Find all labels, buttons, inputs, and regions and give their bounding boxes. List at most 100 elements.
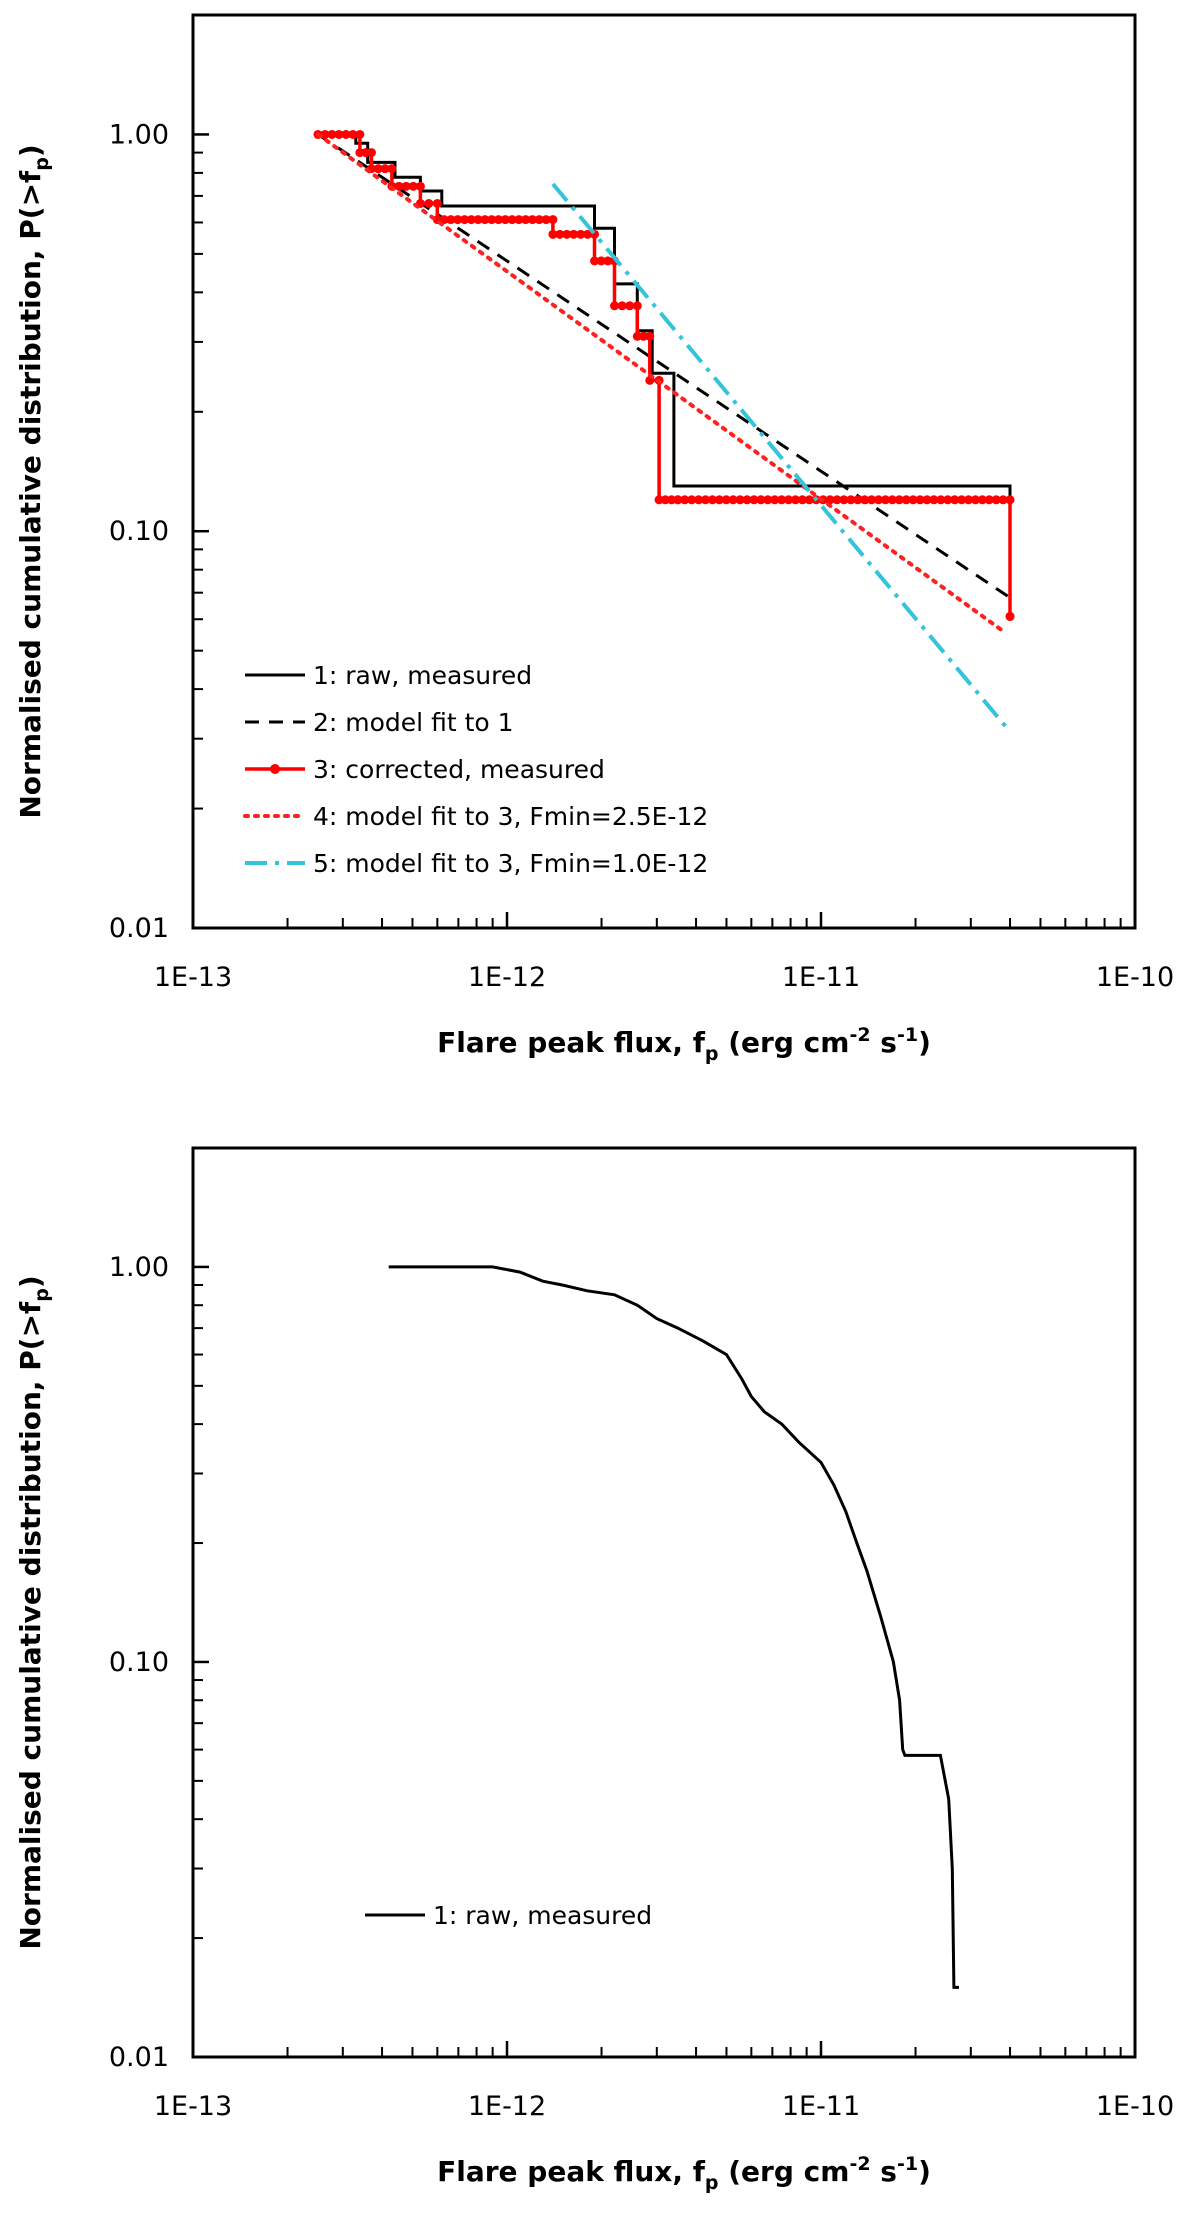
series-marker	[804, 495, 814, 505]
series-marker	[654, 495, 664, 505]
series-marker	[555, 229, 565, 239]
series-marker	[514, 215, 524, 225]
y-axis-title: Normalised cumulative distribution, P(>f…	[14, 1275, 53, 1949]
series-marker	[596, 256, 606, 266]
series-line-4	[316, 132, 1006, 634]
series-marker	[936, 495, 946, 505]
series-marker	[548, 229, 558, 239]
series-marker	[645, 331, 655, 341]
x-title-sup: -2	[849, 2153, 870, 2175]
series-marker	[687, 495, 697, 505]
y-title-main: Normalised cumulative distribution, P(>f	[14, 1301, 47, 1950]
series-marker	[401, 181, 411, 191]
series-marker	[832, 495, 842, 505]
series-marker	[964, 495, 974, 505]
series-marker	[424, 198, 434, 208]
series-marker	[756, 495, 766, 505]
y-title-sub: p	[31, 1288, 53, 1302]
series-marker	[394, 181, 404, 191]
series-marker	[770, 495, 780, 505]
series-marker	[446, 215, 456, 225]
series-marker	[355, 129, 365, 139]
series-marker	[929, 495, 939, 505]
y-title-post: )	[14, 144, 47, 157]
x-axis-title: Flare peak flux, fp (erg cm-2 s-1)	[437, 1024, 931, 1065]
series-marker	[680, 495, 690, 505]
series-line-2	[317, 133, 1011, 599]
series-marker	[742, 495, 752, 505]
series-marker	[639, 331, 649, 341]
series-marker	[320, 129, 330, 139]
plot-frame	[191, 1146, 1137, 2059]
series-marker	[576, 229, 586, 239]
x-title-sup: -2	[849, 1024, 870, 1046]
series-marker	[957, 495, 967, 505]
series-marker	[603, 256, 613, 266]
series-marker	[548, 215, 558, 225]
series-marker	[894, 495, 904, 505]
x-tick-label: 1E-12	[468, 962, 546, 993]
y-title-main: Normalised cumulative distribution, P(>f	[14, 170, 47, 819]
series-marker	[707, 495, 717, 505]
legend-marker	[270, 764, 280, 774]
series-marker	[943, 495, 953, 505]
series-marker	[784, 495, 794, 505]
x-title-sub: p	[705, 1043, 719, 1065]
series-marker	[334, 129, 344, 139]
series-marker	[521, 215, 531, 225]
x-title-sub: p	[705, 2172, 719, 2194]
chart-bottom: 1E-13 1E-12 1E-11 1E-10 0.01 0.10 1.00 Flare pe…	[14, 1146, 1174, 2194]
series-marker	[460, 215, 470, 225]
series-marker	[1005, 611, 1015, 621]
series-marker	[874, 495, 884, 505]
series-marker	[977, 495, 987, 505]
series-marker	[970, 495, 980, 505]
series-line-5	[551, 182, 1009, 729]
series-marker	[694, 495, 704, 505]
series-marker	[366, 148, 376, 158]
x-axis-title: Flare peak flux, fp (erg cm-2 s-1)	[437, 2153, 931, 2194]
x-title-main: Flare peak flux, f	[437, 1026, 706, 1059]
series-marker	[590, 256, 600, 266]
series-marker	[534, 215, 544, 225]
y-tick-label: 0.01	[109, 2042, 169, 2073]
series-marker	[500, 215, 510, 225]
y-title-sub: p	[31, 157, 53, 171]
series-marker	[721, 495, 731, 505]
legend-label: 2: model fit to 1	[313, 708, 514, 737]
x-title-units: s	[871, 1026, 897, 1059]
x-title-units: )	[918, 2155, 931, 2188]
x-tick-label: 1E-13	[154, 962, 232, 993]
legend-label: 3: corrected, measured	[313, 755, 605, 784]
y-tick-label: 0.10	[109, 516, 169, 547]
x-tick-label: 1E-11	[782, 2091, 860, 2122]
series-marker	[507, 215, 517, 225]
series-marker	[341, 129, 351, 139]
series-marker	[950, 495, 960, 505]
series-marker	[473, 215, 483, 225]
legend-label: 1: raw, measured	[433, 1901, 652, 1930]
series-marker	[617, 301, 627, 311]
series-marker	[839, 495, 849, 505]
series-marker	[667, 495, 677, 505]
y-tick-label: 0.10	[109, 1647, 169, 1678]
x-title-units: (erg cm	[719, 1026, 850, 1059]
x-tick-label: 1E-10	[1096, 962, 1174, 993]
y-axis-title: Normalised cumulative distribution, P(>f…	[14, 144, 53, 818]
series-marker	[763, 495, 773, 505]
series-marker	[701, 495, 711, 505]
legend-label: 1: raw, measured	[313, 661, 532, 690]
series-marker	[408, 181, 418, 191]
series-marker	[860, 495, 870, 505]
series-marker	[1005, 495, 1015, 505]
x-title-units: (erg cm	[719, 2155, 850, 2188]
series-marker	[632, 331, 642, 341]
series-marker	[825, 495, 835, 505]
legend-label: 4: model fit to 3, Fmin=2.5E-12	[313, 802, 708, 831]
plot-frame	[191, 13, 1137, 930]
series-marker	[797, 495, 807, 505]
legend-label: 5: model fit to 3, Fmin=1.0E-12	[313, 849, 708, 878]
series-marker	[562, 229, 572, 239]
series-marker	[887, 495, 897, 505]
